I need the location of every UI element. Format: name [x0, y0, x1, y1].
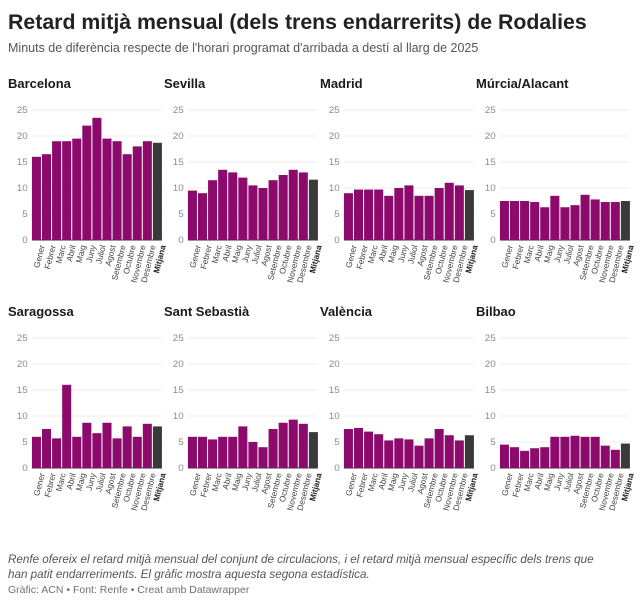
svg-text:5: 5 — [490, 209, 495, 220]
svg-text:15: 15 — [173, 157, 184, 168]
svg-text:5: 5 — [178, 209, 183, 220]
svg-text:25: 25 — [485, 105, 496, 116]
svg-text:10: 10 — [17, 411, 29, 422]
svg-text:10: 10 — [329, 411, 341, 422]
svg-text:20: 20 — [485, 359, 497, 370]
svg-text:20: 20 — [173, 131, 185, 142]
svg-text:25: 25 — [173, 333, 184, 344]
svg-text:5: 5 — [178, 437, 183, 448]
svg-text:15: 15 — [485, 157, 496, 168]
svg-text:10: 10 — [173, 411, 185, 422]
svg-text:15: 15 — [173, 385, 184, 396]
svg-text:20: 20 — [17, 131, 29, 142]
svg-text:25: 25 — [17, 105, 28, 116]
svg-text:10: 10 — [173, 183, 185, 194]
svg-text:10: 10 — [17, 183, 29, 194]
svg-text:5: 5 — [490, 437, 495, 448]
svg-text:15: 15 — [329, 157, 340, 168]
svg-text:15: 15 — [17, 157, 28, 168]
svg-text:10: 10 — [485, 411, 497, 422]
svg-text:15: 15 — [17, 385, 28, 396]
svg-text:15: 15 — [329, 385, 340, 396]
svg-text:10: 10 — [329, 183, 341, 194]
svg-text:5: 5 — [334, 209, 339, 220]
svg-text:25: 25 — [329, 105, 340, 116]
svg-text:20: 20 — [329, 359, 341, 370]
svg-text:25: 25 — [173, 105, 184, 116]
svg-text:20: 20 — [17, 359, 29, 370]
svg-text:25: 25 — [485, 333, 496, 344]
svg-text:25: 25 — [329, 333, 340, 344]
svg-text:5: 5 — [22, 437, 27, 448]
svg-text:5: 5 — [22, 209, 27, 220]
svg-text:5: 5 — [334, 437, 339, 448]
svg-text:15: 15 — [485, 385, 496, 396]
svg-text:20: 20 — [485, 131, 497, 142]
svg-text:10: 10 — [485, 183, 497, 194]
svg-text:20: 20 — [173, 359, 185, 370]
svg-text:20: 20 — [329, 131, 341, 142]
svg-text:25: 25 — [17, 333, 28, 344]
